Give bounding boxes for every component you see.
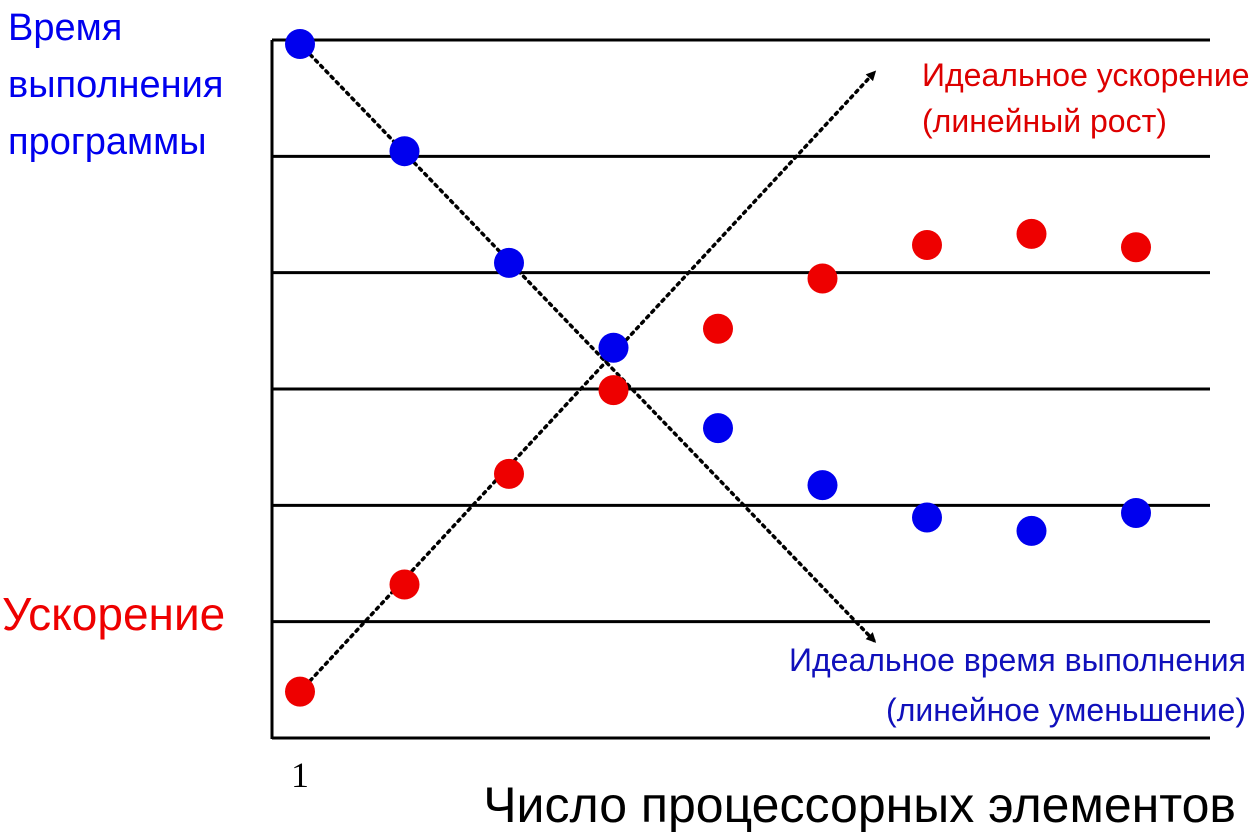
ideal-speedup-line bbox=[298, 70, 877, 694]
point-speedup bbox=[1121, 232, 1151, 263]
point-speedup bbox=[389, 569, 420, 600]
point-speedup bbox=[703, 313, 733, 344]
x-tick-label: 1 bbox=[291, 755, 309, 795]
point-speedup bbox=[598, 375, 629, 406]
point-time bbox=[912, 502, 942, 533]
point-time bbox=[389, 136, 420, 167]
series-label-speedup: Ускорение bbox=[2, 588, 225, 640]
point-time bbox=[1016, 515, 1047, 546]
ideal-speedup-label: Идеальное ускорение (линейный рост) bbox=[922, 57, 1250, 139]
point-time bbox=[703, 413, 733, 444]
ideal-time-line bbox=[298, 42, 877, 644]
point-time bbox=[598, 332, 629, 363]
point-time bbox=[494, 247, 524, 278]
point-speedup bbox=[285, 676, 315, 707]
point-speedup bbox=[807, 263, 838, 294]
data-points bbox=[285, 29, 1151, 707]
point-speedup bbox=[1016, 218, 1047, 249]
x-axis-label: Число процессорных элементов bbox=[483, 777, 1236, 832]
point-time bbox=[807, 470, 838, 501]
point-speedup bbox=[912, 230, 942, 260]
ideal-time-label: Идеальное время выполнения (линейное умен… bbox=[789, 642, 1246, 728]
point-time bbox=[1121, 498, 1151, 528]
series-label-time: Время выполнения программы bbox=[8, 7, 223, 163]
ideal-lines bbox=[298, 42, 877, 694]
point-speedup bbox=[494, 458, 524, 489]
gridlines bbox=[272, 38, 1210, 740]
point-time bbox=[285, 29, 315, 59]
